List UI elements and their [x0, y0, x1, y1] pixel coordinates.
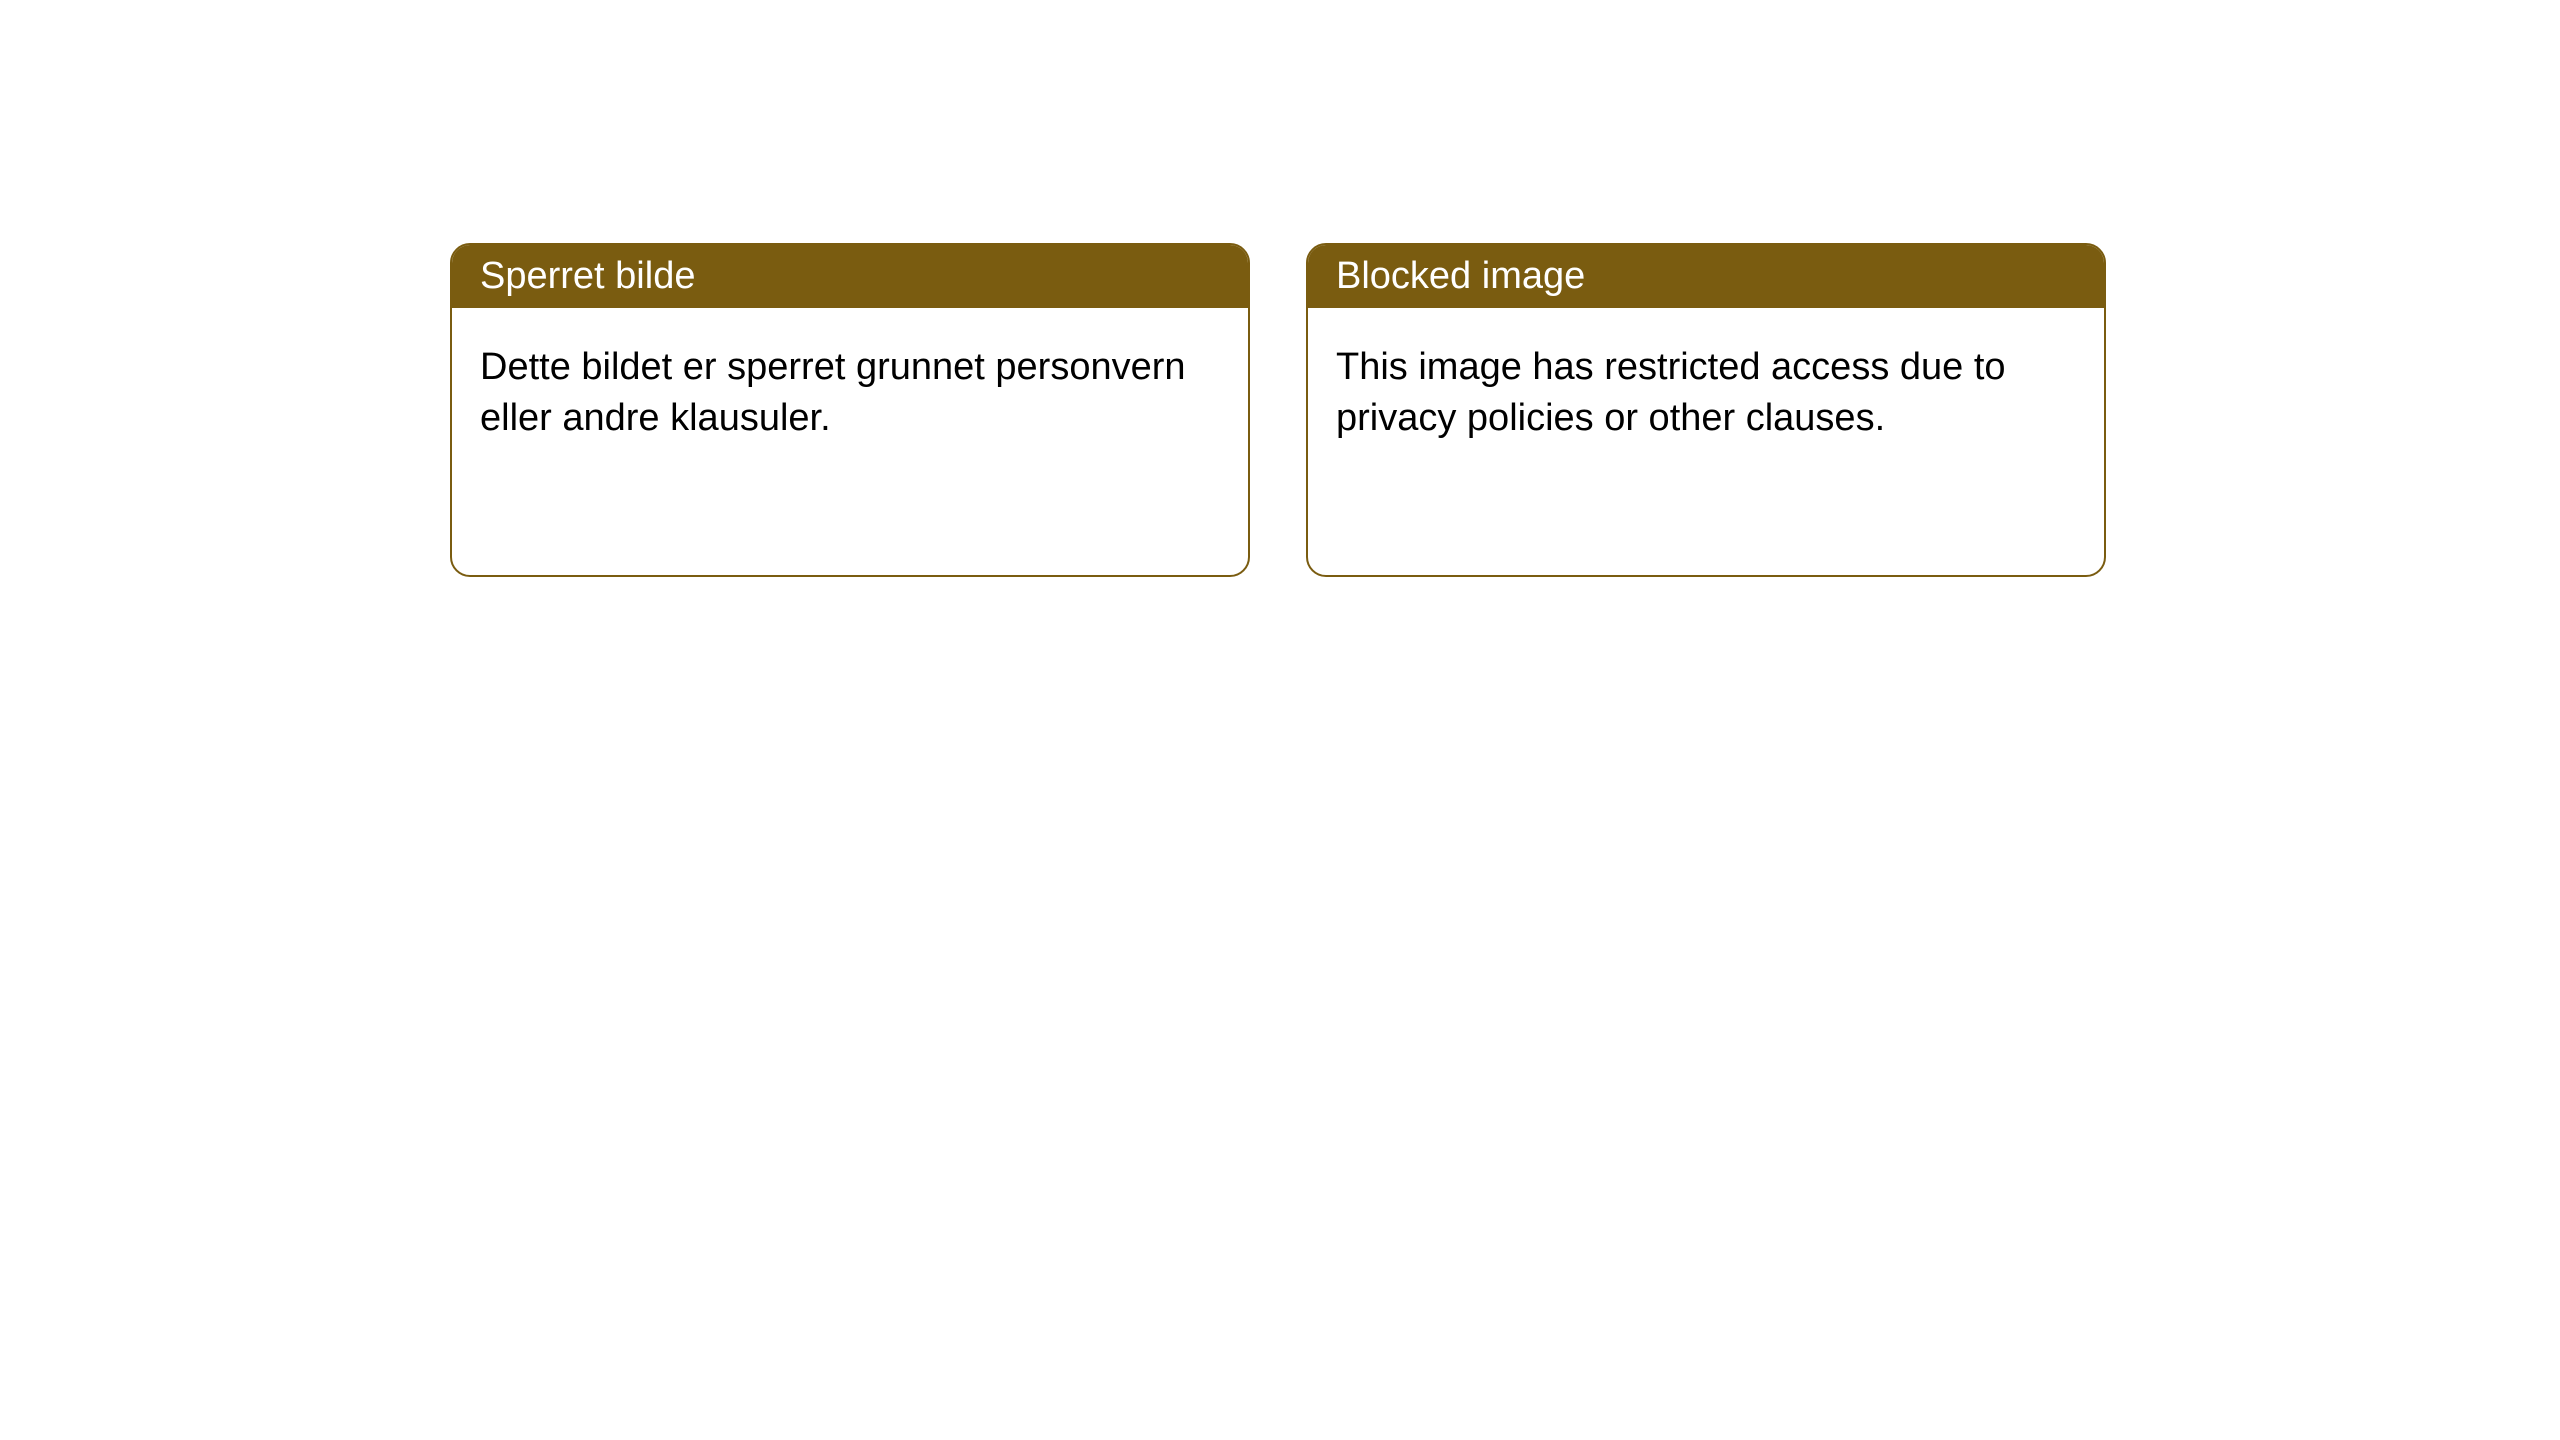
- notice-text: This image has restricted access due to …: [1336, 346, 2006, 439]
- notice-title: Blocked image: [1336, 255, 1585, 297]
- notice-body: This image has restricted access due to …: [1308, 308, 2104, 479]
- notice-header: Sperret bilde: [452, 245, 1248, 308]
- notice-title: Sperret bilde: [480, 255, 695, 297]
- notice-body: Dette bildet er sperret grunnet personve…: [452, 308, 1248, 479]
- notice-card-norwegian: Sperret bilde Dette bildet er sperret gr…: [450, 243, 1250, 577]
- notice-header: Blocked image: [1308, 245, 2104, 308]
- notice-card-english: Blocked image This image has restricted …: [1306, 243, 2106, 577]
- notice-text: Dette bildet er sperret grunnet personve…: [480, 346, 1186, 439]
- notice-container: Sperret bilde Dette bildet er sperret gr…: [0, 0, 2560, 577]
